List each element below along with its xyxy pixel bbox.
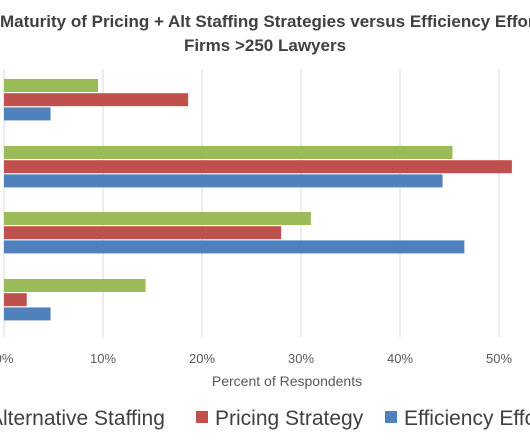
x-tick-label: 0% [0,351,14,366]
legend-label: Efficiency Efforts [404,407,530,430]
bar [4,93,189,107]
bar [4,279,146,292]
legend-label: Pricing Strategy [215,407,364,430]
bar [4,174,443,188]
bar [4,293,27,307]
bar [4,240,465,254]
legend-swatch [196,411,208,423]
x-tick-label: 30% [288,351,314,366]
bar [4,307,51,321]
bar [4,160,512,174]
x-tick-label: 10% [90,351,116,366]
x-axis-label: Percent of Respondents [212,373,362,389]
bar [4,146,453,159]
legend-swatch [385,411,397,423]
bar [4,107,51,121]
x-tick-label: 50% [486,351,512,366]
bar [4,79,99,92]
chart-subtitle: Firms >250 Lawyers [183,36,347,55]
bar [4,212,311,225]
legend-label: Alternative Staffing [0,407,165,430]
x-tick-label: 40% [387,351,413,366]
bar [4,226,282,240]
x-tick-label: 20% [189,351,215,366]
chart-title: Maturity of Pricing + Alt Staffing Strat… [0,12,530,31]
